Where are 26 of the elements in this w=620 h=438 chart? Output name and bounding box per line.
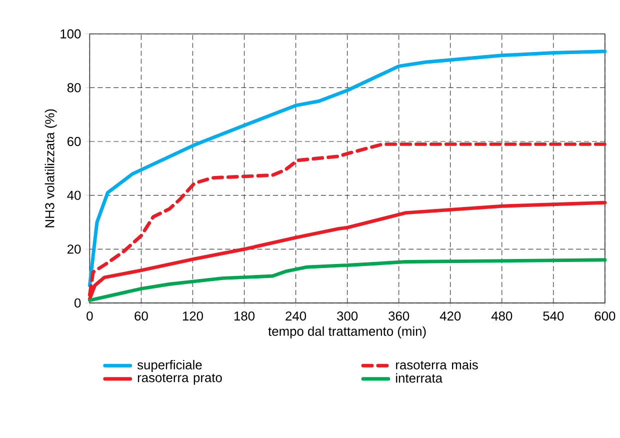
legend-label: superficiale [137,360,202,372]
y-axis-title: NH3 volatilizzata (%) [44,110,57,228]
y-tick-label: 20 [68,244,81,254]
y-tick-label: 60 [68,137,81,146]
y-tick-label: 100 [60,30,81,39]
x-axis-title: tempo dal trattamento (min) [268,326,426,339]
x-tick-label: 180 [234,312,255,321]
legend-label: interrata [396,373,443,383]
y-tick-label: 80 [67,83,81,93]
x-tick-label: 240 [286,312,306,321]
x-tick-label: 480 [491,312,512,321]
y-tick-label: 40 [67,191,81,200]
legend-label: rasoterra mais [396,360,478,370]
x-tick-label: 120 [182,312,204,321]
x-tick-label: 360 [388,312,410,321]
x-tick-label: 60 [134,312,148,321]
line-series [88,50,607,288]
x-tick-label: 420 [440,312,461,321]
y-tick-label: 0 [74,298,81,308]
x-tick-label: 300 [337,312,358,321]
line-series [88,258,607,302]
line-series [88,142,607,297]
legend-label: rasoterra prato [138,374,222,386]
x-tick-label: 600 [594,312,616,321]
x-tick-label: 0 [86,312,93,321]
x-tick-label: 540 [543,312,564,321]
